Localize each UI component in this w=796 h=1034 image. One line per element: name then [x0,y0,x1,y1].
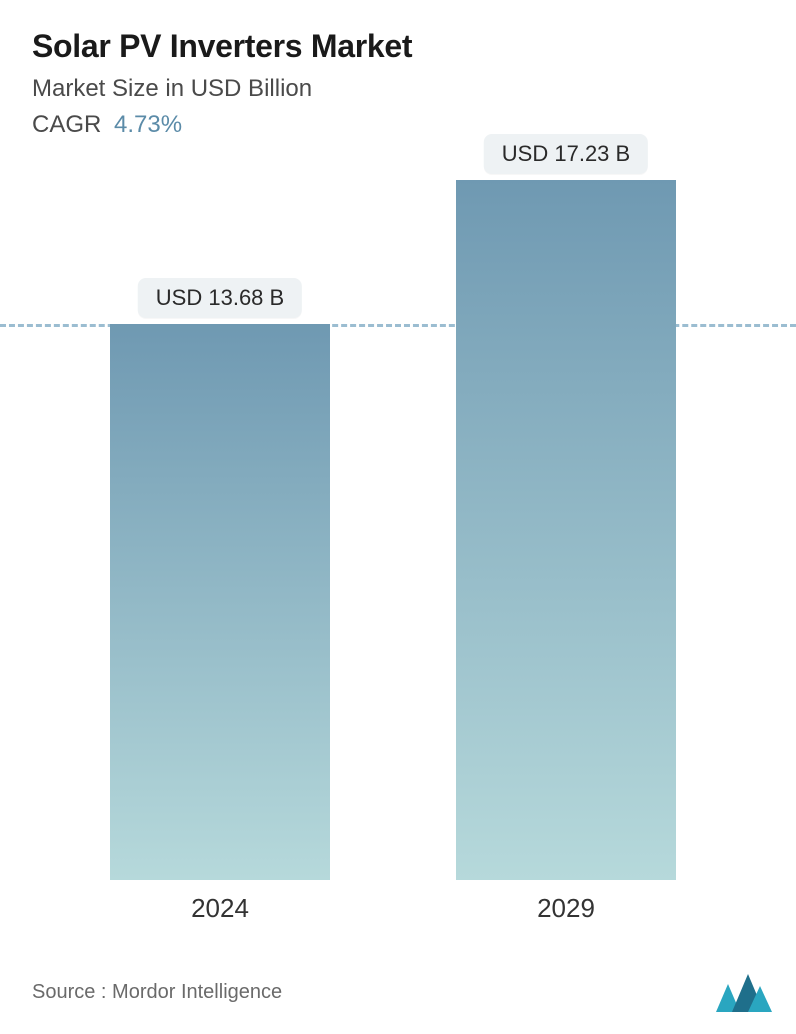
bar-2029: USD 17.23 B2029 [456,180,676,880]
source-text: Source : Mordor Intelligence [32,981,282,1004]
mordor-logo-icon [716,972,772,1012]
bar-fill [456,180,676,880]
value-pill: USD 13.68 B [138,278,302,318]
x-axis-label: 2029 [537,893,595,924]
x-axis-label: 2024 [191,893,249,924]
cagr-value: 4.73% [114,111,182,138]
chart-subtitle: Market Size in USD Billion [32,75,764,103]
bar-2024: USD 13.68 B2024 [110,324,330,880]
cagr-line: CAGR 4.73% [32,111,764,139]
cagr-label: CAGR [32,111,101,138]
value-pill: USD 17.23 B [484,134,648,174]
footer: Source : Mordor Intelligence [32,972,772,1012]
chart-title: Solar PV Inverters Market [32,28,764,65]
bar-fill [110,324,330,880]
chart-area: USD 13.68 B2024 USD 17.23 B2029 [0,180,796,880]
